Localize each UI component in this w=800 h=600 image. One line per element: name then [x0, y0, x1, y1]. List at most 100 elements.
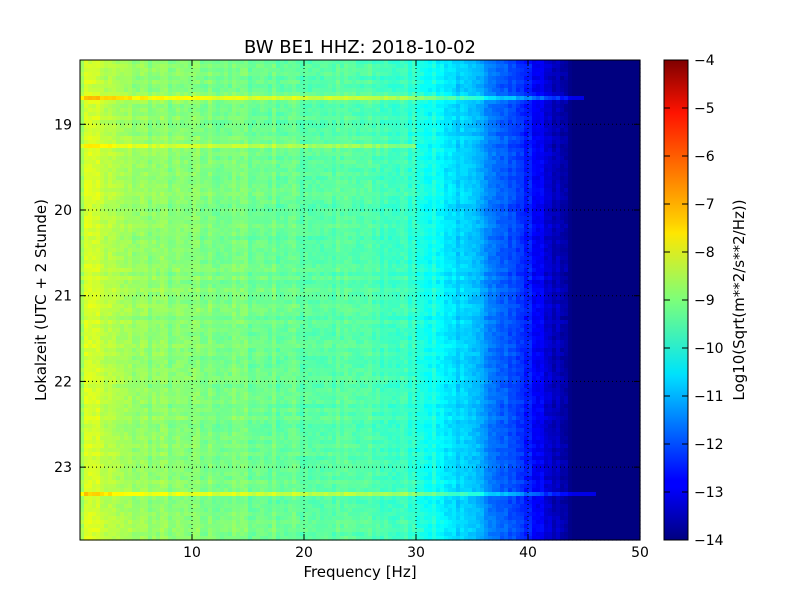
heatmap-cell — [576, 64, 581, 69]
heatmap-cell — [376, 144, 381, 149]
heatmap-cell — [196, 160, 201, 165]
heatmap-cell — [320, 172, 325, 177]
heatmap-cell — [400, 184, 405, 189]
heatmap-cell — [352, 60, 357, 65]
heatmap-cell — [428, 168, 433, 173]
heatmap-cell — [616, 88, 621, 93]
heatmap-cell — [180, 144, 185, 149]
heatmap-cell — [548, 120, 553, 125]
heatmap-cell — [512, 136, 517, 141]
heatmap-cell — [312, 152, 317, 157]
heatmap-cell — [532, 80, 537, 85]
heatmap-cell — [588, 188, 593, 193]
heatmap-cell — [488, 108, 493, 113]
heatmap-cell — [628, 116, 633, 121]
heatmap-cell — [384, 152, 389, 157]
heatmap-cell — [536, 100, 541, 105]
heatmap-cell — [496, 100, 501, 105]
heatmap-cell — [348, 168, 353, 173]
heatmap-cell — [216, 84, 221, 89]
heatmap-cell — [516, 196, 521, 201]
heatmap-cell — [344, 60, 349, 65]
heatmap-cell — [548, 140, 553, 145]
heatmap-cell — [116, 68, 121, 73]
heatmap-cell — [140, 180, 145, 185]
heatmap-cell — [244, 184, 249, 189]
heatmap-cell — [144, 168, 149, 173]
heatmap-cell — [512, 76, 517, 81]
heatmap-cell — [324, 164, 329, 169]
heatmap-cell — [600, 100, 605, 105]
heatmap-cell — [264, 120, 269, 125]
heatmap-cell — [380, 160, 385, 165]
heatmap-cell — [512, 140, 517, 145]
heatmap-cell — [424, 96, 429, 101]
heatmap-cell — [504, 108, 509, 113]
heatmap-cell — [120, 92, 125, 97]
heatmap-cell — [288, 160, 293, 165]
heatmap-cell — [564, 140, 569, 145]
heatmap-cell — [344, 100, 349, 105]
heatmap-cell — [260, 184, 265, 189]
heatmap-cell — [460, 80, 465, 85]
heatmap-cell — [96, 196, 101, 201]
heatmap-cell — [460, 168, 465, 173]
heatmap-cell — [440, 132, 445, 137]
heatmap-cell — [280, 180, 285, 185]
heatmap-cell — [244, 132, 249, 137]
heatmap-cell — [616, 84, 621, 89]
heatmap-cell — [84, 164, 89, 169]
heatmap-cell — [344, 164, 349, 169]
heatmap-cell — [332, 88, 337, 93]
heatmap-cell — [204, 112, 209, 117]
heatmap-cell — [400, 164, 405, 169]
heatmap-cell — [156, 196, 161, 201]
heatmap-cell — [84, 148, 89, 153]
heatmap-cell — [340, 72, 345, 77]
heatmap-cell — [300, 84, 305, 89]
heatmap-cell — [152, 168, 157, 173]
heatmap-cell — [456, 72, 461, 77]
heatmap-cell — [492, 132, 497, 137]
heatmap-cell — [132, 136, 137, 141]
heatmap-cell — [444, 184, 449, 189]
heatmap-cell — [268, 192, 273, 197]
heatmap-cell — [576, 92, 581, 97]
heatmap-cell — [248, 96, 253, 101]
heatmap-cell — [576, 140, 581, 145]
heatmap-cell — [224, 92, 229, 97]
heatmap-cell — [88, 184, 93, 189]
heatmap-cell — [156, 96, 161, 101]
heatmap-cell — [332, 200, 337, 205]
heatmap-cell — [116, 72, 121, 77]
heatmap-cell — [556, 100, 561, 105]
heatmap-cell — [616, 196, 621, 201]
heatmap-cell — [100, 116, 105, 121]
heatmap-cell — [96, 68, 101, 73]
heatmap-cell — [416, 96, 421, 101]
heatmap-cell — [408, 128, 413, 133]
heatmap-cell — [216, 160, 221, 165]
heatmap-cell — [532, 160, 537, 165]
heatmap-cell — [636, 136, 641, 141]
heatmap-cell — [232, 160, 237, 165]
heatmap-cell — [636, 172, 641, 177]
heatmap-cell — [360, 172, 365, 177]
heatmap-cell — [260, 136, 265, 141]
heatmap-cell — [152, 80, 157, 85]
heatmap-cell — [92, 124, 97, 129]
heatmap-cell — [96, 164, 101, 169]
heatmap-cell — [400, 100, 405, 105]
heatmap-cell — [424, 124, 429, 129]
heatmap-cell — [188, 80, 193, 85]
heatmap-cell — [548, 160, 553, 165]
heatmap-cell — [568, 124, 573, 129]
heatmap-cell — [528, 120, 533, 125]
heatmap-cell — [136, 72, 141, 77]
heatmap-cell — [356, 100, 361, 105]
heatmap-cell — [116, 176, 121, 181]
heatmap-cell — [524, 124, 529, 129]
heatmap-cell — [396, 168, 401, 173]
heatmap-cell — [168, 172, 173, 177]
heatmap-cell — [240, 84, 245, 89]
